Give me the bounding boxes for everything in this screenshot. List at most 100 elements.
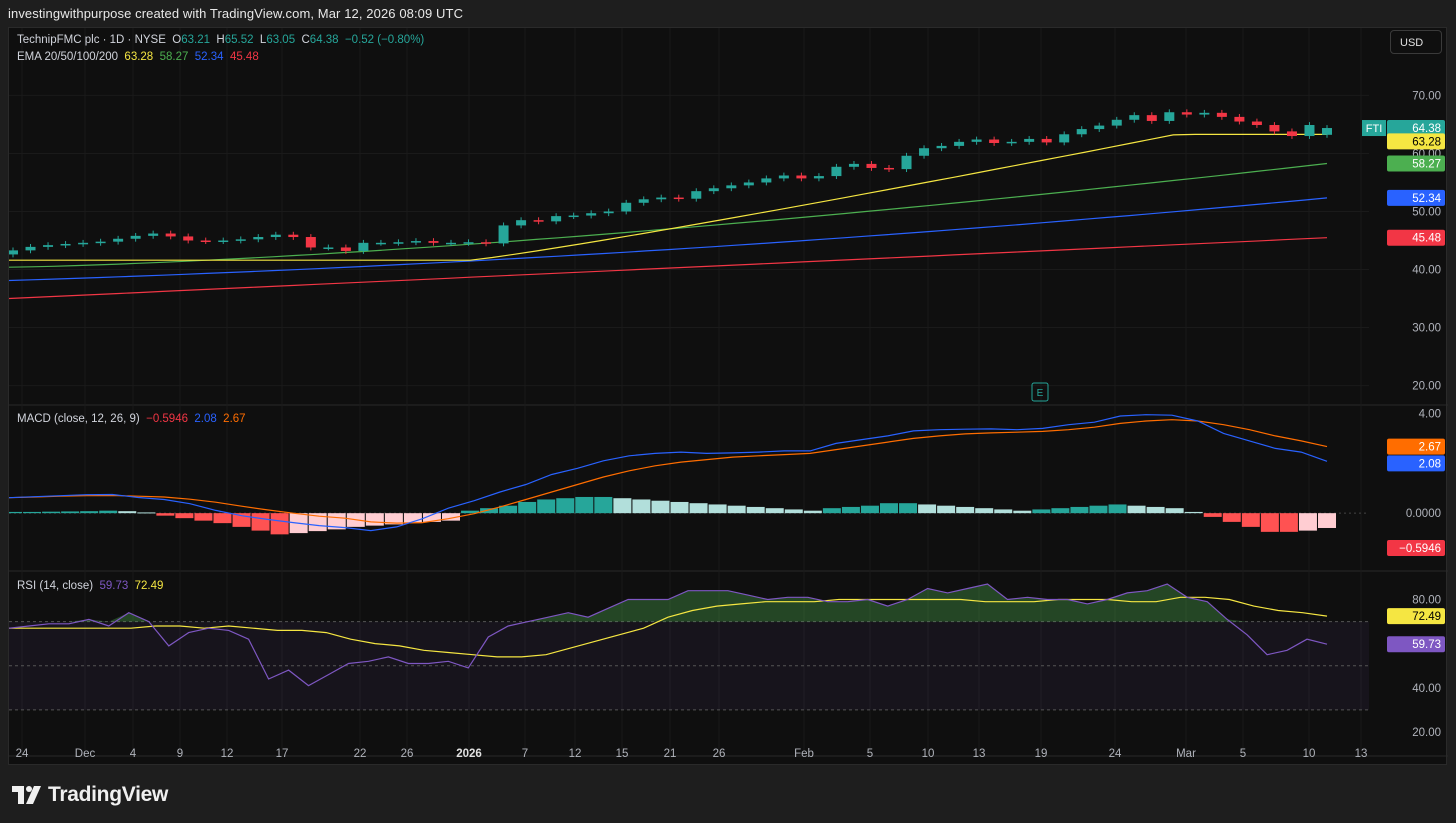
macd-histogram-bar [1260, 513, 1279, 532]
candle-body [270, 234, 281, 238]
currency-button[interactable]: USD [1390, 30, 1442, 54]
ema100-tag-bg [1387, 189, 1445, 206]
candle-body [568, 215, 579, 218]
candle-body [410, 241, 421, 243]
rsi-ma-tag-bg [1387, 608, 1445, 625]
candle-body [43, 245, 54, 247]
macd-histogram-bar [1241, 513, 1260, 527]
candle-body [1059, 134, 1070, 143]
candle-body [1164, 112, 1175, 121]
x-tick-label: 12 [569, 748, 582, 760]
macd-histogram-bar [956, 506, 975, 514]
candle-body [9, 250, 18, 255]
x-tick-label: 5 [1240, 748, 1246, 760]
macd-histogram-bar [708, 504, 727, 514]
change-value: −0.52 (−0.80%) [344, 34, 425, 46]
chart-canvas[interactable]: 24 Dec 4 9 12 17 22 26 2026 7 12 15 21 26 Feb 5 10 13 19 24… [9, 28, 1448, 766]
macd-histogram-bar [23, 511, 42, 514]
price-tick-label: 50.00 [1412, 206, 1441, 218]
candle-body [60, 243, 71, 246]
rsi-line [9, 583, 1328, 687]
candle-body [130, 235, 141, 239]
candle-body [638, 199, 649, 203]
price-tick-label: 30.00 [1412, 323, 1441, 335]
candle-body [1129, 115, 1140, 120]
candle-body [971, 139, 982, 142]
x-tick-label: 12 [221, 748, 234, 760]
macd-histogram-bar [746, 506, 765, 514]
macd-histogram-bar [480, 508, 499, 514]
ema20-tag-bg [1387, 133, 1445, 150]
candle-body [726, 185, 737, 189]
macd-histogram-bar [1051, 508, 1070, 514]
candle-body [586, 213, 597, 216]
symbol-tag-bg [1362, 120, 1386, 137]
ema100-line [9, 197, 1328, 282]
candle-body [375, 242, 386, 245]
candle-body [235, 239, 246, 241]
macd-histogram-bar [765, 508, 784, 514]
high-value: 65.52 [224, 34, 254, 46]
macd-tag-bg [1387, 455, 1445, 472]
tradingview-logo[interactable]: TradingView [12, 783, 168, 807]
price-tick-label: 70.00 [1412, 90, 1441, 102]
candle-body [446, 242, 456, 245]
ema-legend: EMA 20/50/100/200 63.28 58.27 52.34 45.4… [17, 51, 259, 63]
candle-body [323, 247, 334, 249]
chart-credit: investingwithpurpose created with Tradin… [8, 6, 464, 21]
x-tick-label: Mar [1176, 748, 1196, 760]
macd-histogram-bar [61, 511, 80, 514]
rsi-tick-label: 20.00 [1412, 727, 1441, 739]
ema200-value: 45.48 [229, 51, 259, 63]
candle-body [481, 242, 492, 244]
macd-histogram-bar [1184, 511, 1203, 514]
macd-histogram-bar [1165, 508, 1184, 514]
macd-histogram-bar [213, 513, 232, 524]
ema50-value: 58.27 [159, 51, 189, 63]
high-label: H [216, 34, 225, 46]
macd-histogram-bar [499, 505, 518, 514]
rsi-tick-label: 40.00 [1412, 683, 1441, 695]
candle-body [884, 167, 894, 170]
candle-body [778, 175, 789, 179]
macd-histogram-bar [118, 511, 137, 514]
close-value: 64.38 [309, 34, 339, 46]
macd-histogram-bar [99, 510, 118, 514]
ema100-value: 52.34 [194, 51, 224, 63]
x-tick-label: 22 [354, 748, 367, 760]
macd-histogram-bar [1203, 513, 1222, 517]
symbol-tag: FTI [1366, 123, 1383, 135]
rsi-tag: 59.73 [1412, 639, 1441, 651]
macd-tick-label: 0.0000 [1406, 508, 1441, 520]
macd-histogram-bar [194, 513, 213, 521]
macd-histogram-bar [689, 503, 708, 514]
candle-body [516, 220, 527, 226]
x-tick-label: 15 [616, 748, 629, 760]
candle-body [1094, 125, 1105, 130]
macd-histogram-bar [9, 511, 22, 514]
ema200-line [9, 237, 1328, 300]
candle-body [533, 220, 544, 222]
x-tick-label: 17 [276, 748, 289, 760]
candle-body [340, 247, 351, 251]
candle-body [200, 240, 211, 242]
macd-histogram-bar [937, 505, 956, 514]
macd-hist-tag: −0.5946 [1399, 543, 1441, 555]
open-label: O [172, 34, 182, 46]
macd-histogram-bar [156, 513, 175, 516]
macd-histogram-bar [784, 509, 803, 514]
candle-body [673, 197, 684, 200]
candle-body [813, 176, 824, 179]
macd-tick-label: 4.00 [1419, 408, 1441, 420]
ema200-tag: 45.48 [1412, 233, 1441, 245]
macd-histogram-bar [1013, 510, 1032, 514]
candle-body [358, 242, 369, 251]
x-tick-label: 4 [130, 748, 137, 760]
candle-body [165, 233, 176, 237]
candle-body [1251, 121, 1262, 126]
candle-body [78, 242, 89, 245]
macd-histogram-bar [80, 511, 99, 514]
x-tick-label: 26 [401, 748, 414, 760]
macd-histogram-bar [727, 505, 746, 514]
candle-body [1216, 112, 1227, 117]
